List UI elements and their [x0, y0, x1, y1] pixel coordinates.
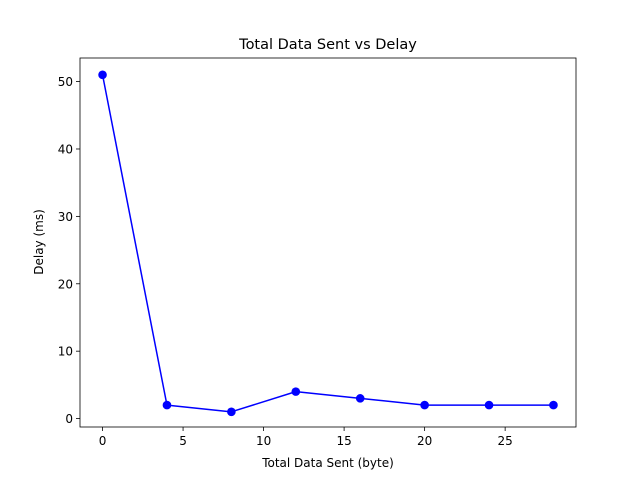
data-point — [291, 387, 301, 396]
y-tick-label: 10 — [58, 345, 73, 359]
y-axis-label: Delay (ms) — [32, 209, 46, 275]
series-line — [101, 74, 554, 413]
x-tick-label: 25 — [498, 434, 513, 448]
data-point — [227, 407, 236, 417]
x-tick-label: 15 — [336, 434, 351, 448]
x-tick-label: 20 — [417, 434, 432, 448]
y-tick-label: 50 — [58, 75, 73, 89]
y-tick-label: 20 — [58, 277, 73, 291]
y-tick-label: 30 — [58, 210, 73, 224]
chart-title: Total Data Sent vs Delay — [238, 37, 417, 53]
data-point — [355, 394, 365, 403]
plot-area: 0 5 10 15 20 25 0 10 20 30 40 50 — [58, 57, 577, 448]
data-point — [484, 400, 494, 410]
data-point — [420, 400, 429, 410]
y-tick-label: 40 — [58, 142, 73, 156]
axes-frame — [79, 57, 577, 428]
data-point — [549, 400, 558, 410]
data-point — [162, 400, 172, 410]
data-point — [98, 70, 107, 80]
x-tick-label: 5 — [179, 434, 187, 448]
x-tick-label: 10 — [256, 434, 271, 448]
x-tick-label: 0 — [99, 434, 107, 448]
y-tick-label: 0 — [65, 412, 73, 426]
x-axis-label: Total Data Sent (byte) — [261, 456, 394, 470]
